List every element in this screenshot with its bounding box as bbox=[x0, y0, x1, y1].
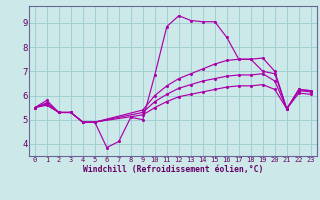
X-axis label: Windchill (Refroidissement éolien,°C): Windchill (Refroidissement éolien,°C) bbox=[83, 165, 263, 174]
